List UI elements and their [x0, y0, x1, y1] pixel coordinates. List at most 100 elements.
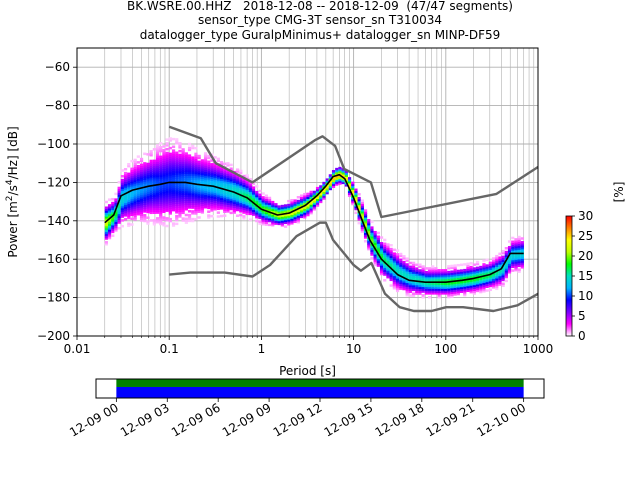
psd-cell [223, 168, 227, 171]
psd-cell [197, 216, 201, 219]
psd-cell [453, 275, 457, 279]
psd-cell [296, 201, 300, 205]
psd-cell [376, 235, 380, 239]
psd-cell [274, 210, 278, 214]
psd-cell [405, 270, 409, 274]
psd-cell [194, 177, 198, 181]
psd-cell [197, 195, 201, 198]
psd-cell [232, 188, 236, 191]
psd-cell [155, 147, 160, 151]
psd-cell [437, 271, 441, 274]
psd-cell [421, 286, 425, 289]
psd-cell [293, 201, 297, 204]
psd-cell [146, 179, 150, 183]
psd-cell [107, 204, 112, 207]
psd-cell [459, 288, 464, 292]
psd-cell [187, 169, 192, 173]
psd-cell [495, 260, 499, 264]
psd-cell [363, 216, 368, 220]
psd-cell [248, 191, 252, 194]
psd-cell [168, 192, 172, 196]
psd-cell [111, 205, 115, 209]
psd-cell [424, 290, 428, 293]
psd-cell [392, 279, 396, 282]
psd-cell [226, 190, 230, 194]
psd-cell [194, 158, 198, 161]
psd-cell [319, 189, 323, 192]
psd-cell [194, 206, 198, 209]
psd-cell [175, 222, 179, 226]
psd-cell [242, 197, 246, 201]
psd-cell [453, 283, 457, 287]
psd-cell [485, 270, 489, 273]
psd-cell [152, 194, 156, 197]
psd-cell [123, 208, 128, 211]
psd-cell [226, 198, 230, 202]
psd-cell [159, 217, 163, 220]
psd-cell [376, 258, 380, 262]
psd-cell [347, 194, 352, 197]
psd-cell [280, 204, 284, 208]
psd-cell [475, 266, 480, 270]
psd-cell [229, 175, 233, 178]
psd-cell [383, 254, 387, 257]
psd-cell [155, 188, 160, 191]
psd-cell [306, 204, 310, 207]
psd-cell [200, 180, 204, 183]
psd-cell [191, 167, 195, 171]
psd-cell [139, 194, 144, 197]
psd-cell [360, 209, 364, 212]
psd-cell [175, 186, 179, 189]
psd-cell [133, 183, 137, 187]
psd-cell [143, 196, 147, 200]
psd-cell [399, 268, 403, 271]
psd-cell [427, 290, 432, 293]
psd-cell [251, 182, 256, 186]
psd-cell [399, 275, 403, 279]
psd-cell [475, 281, 480, 285]
psd-cell [184, 179, 188, 182]
psd-cell [469, 288, 473, 292]
plot-frame [76, 47, 539, 337]
psd-cell [453, 293, 457, 296]
psd-cell [159, 220, 163, 224]
psd-cell [171, 224, 176, 227]
psd-cell [261, 213, 265, 216]
psd-cell [223, 162, 227, 166]
psd-cell [219, 193, 224, 197]
psd-cell [200, 172, 204, 176]
psd-cell [184, 200, 188, 203]
psd-cell [181, 148, 185, 151]
psd-cell [136, 211, 140, 214]
psd-cell [248, 212, 252, 216]
psd-cell [130, 202, 134, 205]
title-line-3: datalogger_type GuralpMinimus+ datalogge… [139, 28, 501, 42]
psd-cell [149, 186, 153, 190]
psd-cell [392, 258, 396, 261]
psd-cell [315, 200, 320, 203]
psd-cell [194, 169, 198, 173]
psd-cell [283, 225, 288, 228]
psd-cell [226, 200, 230, 204]
psd-cell [379, 255, 384, 258]
psd-cell [175, 159, 179, 162]
psd-cell [475, 285, 480, 289]
psd-cell [213, 188, 217, 192]
psd-cell [434, 292, 438, 295]
psd-cell [200, 178, 204, 181]
psd-cell [392, 263, 396, 267]
psd-cell [479, 267, 483, 271]
psd-cell [165, 218, 169, 222]
psd-cell [184, 183, 188, 186]
psd-cell [168, 154, 172, 158]
psd-cell [175, 201, 179, 204]
psd-cell [181, 194, 185, 197]
psd-cell [168, 189, 172, 192]
psd-cell [520, 254, 524, 258]
psd-cell [357, 202, 361, 206]
psd-cell [146, 166, 150, 170]
psd-cell [267, 214, 272, 217]
psd-cell [223, 193, 227, 196]
psd-cell [258, 212, 262, 216]
psd-cell [459, 286, 464, 290]
